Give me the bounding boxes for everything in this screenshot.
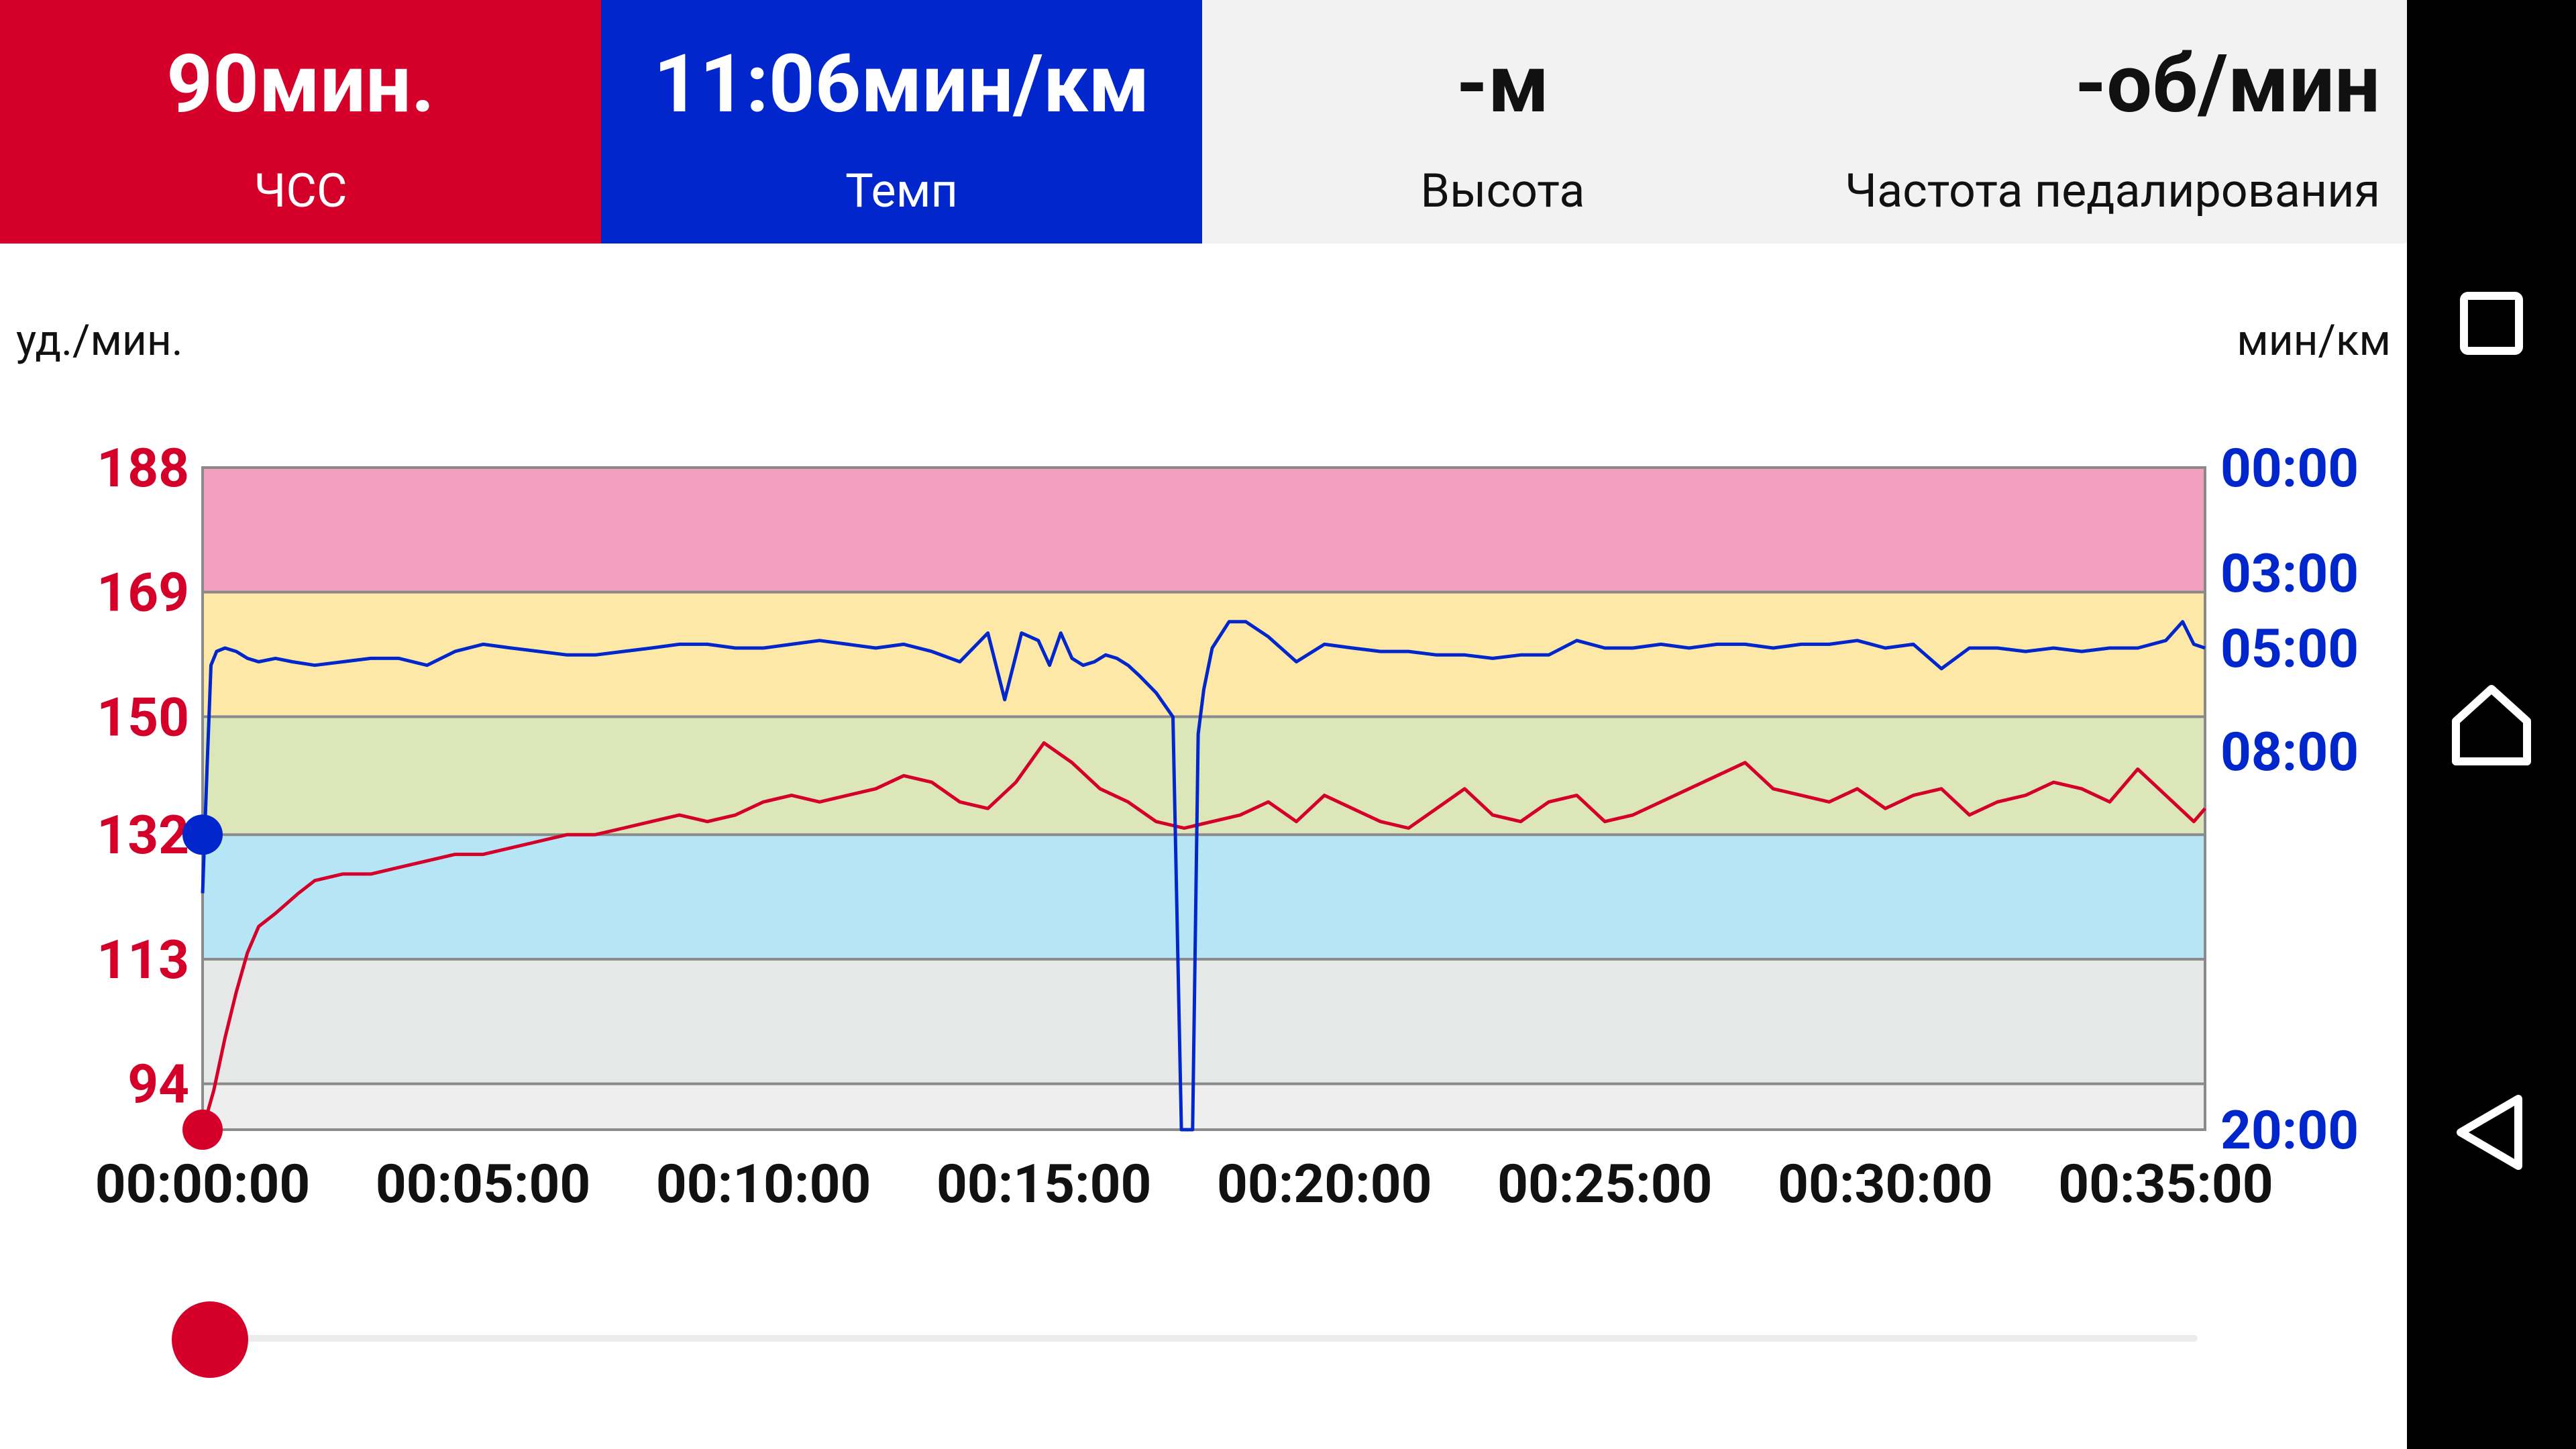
metrics-header: 90мин. ЧСС 11:06мин/км Темп -м Высота -о… [0,0,2407,244]
hr-series-line [201,741,2206,1130]
hr-value: 90мин. [166,38,435,131]
time-tick-label: 00:05:00 [376,1152,590,1216]
recents-icon [2460,292,2523,355]
pace-tick-label: 08:00 [2220,720,2359,784]
altitude-label: Высота [1420,164,1585,219]
hr-zone-band-1 [203,959,2205,1084]
pace-tile[interactable]: 11:06мин/км Темп [601,0,1202,244]
time-tick-label: 00:25:00 [1497,1152,1712,1216]
time-tick-label: 00:10:00 [656,1152,871,1216]
altitude-tile[interactable]: -м Высота [1202,0,1803,244]
time-tick-label: 00:20:00 [1217,1152,1432,1216]
back-button[interactable] [2407,1059,2576,1206]
hr-tile[interactable]: 90мин. ЧСС [0,0,601,244]
home-icon [2452,685,2531,765]
time-tick-label: 00:30:00 [1778,1152,1992,1216]
time-tick-label: 00:35:00 [2058,1152,2273,1216]
pace-tick-label: 20:00 [2220,1099,2359,1162]
altitude-value: -м [1456,38,1550,131]
home-button[interactable] [2407,651,2576,798]
hr-pace-chart[interactable]: 188 169 150 132 113 94 00:00 03:00 05:00 08:00 20:… [0,0,2407,1248]
timeline-slider-thumb[interactable] [172,1301,248,1378]
cadence-value: -об/мин [2075,38,2380,131]
pace-series-line [201,620,2206,1132]
cadence-label: Частота педалирования [1845,164,2380,219]
pace-value: 11:06мин/км [653,38,1150,131]
hr-zone-band-5 [203,468,2205,592]
hr-tick-label: 94 [127,1053,189,1116]
time-tick-label: 00:15:00 [936,1152,1151,1216]
hr-cursor-marker [182,1110,223,1150]
pace-tick-label: 05:00 [2220,617,2359,680]
hr-tick-label: 169 [97,561,189,625]
back-icon [2457,1095,2522,1170]
cadence-tile[interactable]: -об/мин Частота педалирования [1803,0,2407,244]
hr-zone-band-0 [203,1083,2205,1130]
hr-tick-label: 150 [97,686,189,749]
hr-axis-unit: уд./мин. [16,315,183,366]
pace-tick-label: 03:00 [2220,542,2359,605]
system-nav-bar [2407,0,2576,1449]
recents-button[interactable] [2407,250,2576,397]
pace-axis-unit: мин/км [2237,315,2391,366]
hr-tick-label: 113 [97,928,189,991]
hr-tick-label: 188 [97,437,189,500]
hr-zone-band-2 [203,835,2205,959]
plot-frame [201,466,2206,1131]
hr-zone-band-3 [203,716,2205,835]
time-tick-label: 00:00:00 [95,1152,310,1216]
pace-cursor-marker [182,814,223,855]
hr-tick-label: 132 [97,804,189,867]
timeline-slider-track[interactable] [208,1335,2198,1342]
pace-label: Темп [845,164,958,219]
hr-label: ЧСС [254,164,347,219]
pace-tick-label: 00:00 [2220,437,2359,500]
